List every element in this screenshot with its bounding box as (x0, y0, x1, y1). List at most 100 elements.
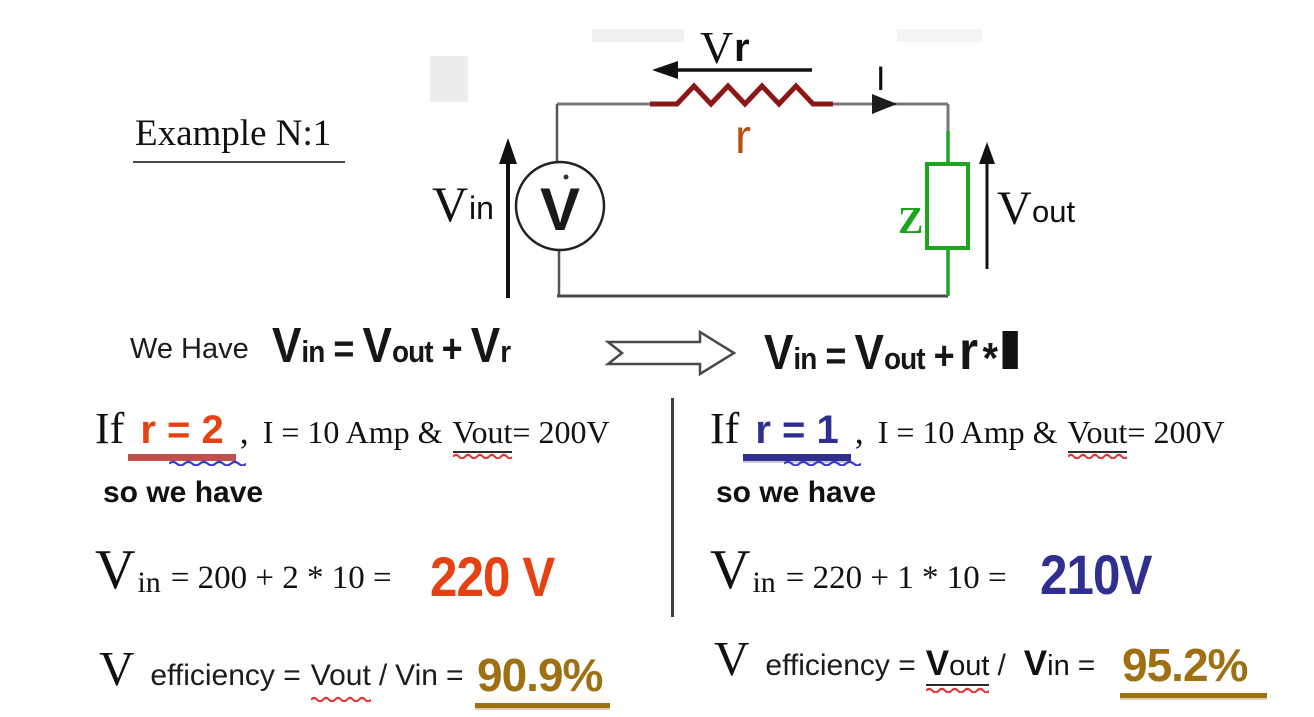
efficiency-row-left: V efficiency = Vout / Vin = (99, 640, 464, 702)
equation-vin-vout-ri: V in = V out + r * (764, 320, 1018, 383)
wire-left (555, 104, 561, 296)
current-arrowhead (872, 94, 897, 114)
impedance-label: Z (898, 200, 923, 242)
vin-sub: in (1047, 650, 1070, 682)
vout-label-sub: out (1032, 194, 1075, 229)
condition-underline: r = 1 (743, 408, 862, 466)
scan-artifact (592, 29, 684, 42)
current-label: I (876, 60, 885, 98)
eq-operator: + (441, 327, 463, 371)
scan-artifact (430, 56, 468, 102)
eq-term-r: r (959, 321, 978, 381)
vin-v: V (1023, 644, 1048, 683)
vout-term: Vout (1067, 414, 1128, 450)
source-label: V (540, 176, 580, 243)
spellcheck-squiggle-blue (784, 460, 862, 466)
vout-label-v: V (997, 182, 1032, 235)
efficiency-result-left: 90.9% (475, 648, 611, 708)
vin-arrowhead (499, 138, 517, 164)
impedance-box (925, 162, 970, 250)
efficiency-row-right: V efficiency = Vout / Vin = (714, 630, 1096, 693)
eq-term: V (362, 319, 392, 373)
circuit-diagram: V r I r V Z V in V out (430, 22, 1075, 298)
calc-row-right: V in = 220 + 1 * 10 = (710, 538, 1007, 602)
calc-expression: = 220 + 1 * 10 = (785, 560, 1007, 596)
eq-term: in (301, 334, 325, 369)
spellcheck-squiggle-red (1067, 453, 1128, 459)
calc-row-left: V in = 200 + 2 * 10 = (95, 538, 392, 602)
vin-word: Vin (395, 659, 438, 692)
vin-symbol: V (95, 539, 136, 601)
comma: , (239, 411, 249, 451)
vout-term: Vout (452, 414, 513, 450)
if-word: If (95, 404, 125, 453)
scan-artifact (897, 29, 982, 42)
spellcheck-squiggle-red (310, 696, 371, 702)
page-title: Example N:1 (133, 112, 346, 163)
so-we-have-left: so we have (103, 476, 264, 509)
efficiency-label: efficiency = (765, 649, 916, 682)
equals: = (446, 659, 464, 692)
eq-term: V (764, 326, 793, 380)
resistor-label: r (735, 111, 751, 164)
v-symbol: V (714, 631, 750, 686)
vr-label-v: V (700, 22, 733, 73)
spellcheck-squiggle-red (452, 453, 513, 459)
vr-arrowhead (652, 61, 678, 79)
vout-word: Vout (310, 659, 371, 692)
vout-underline: Vout (452, 414, 513, 459)
given-text: I = 10 Amp & (877, 414, 1058, 450)
equation-vin-vout-vr: V in = V out + V r (272, 318, 511, 374)
if-word: If (710, 404, 740, 453)
column-divider (671, 398, 674, 617)
vin-symbol: V (710, 539, 751, 601)
efficiency-label: efficiency = (150, 659, 301, 692)
vout-v: V (925, 644, 950, 683)
vin-label-v: V (432, 176, 468, 232)
vr-label-r: r (734, 26, 750, 70)
condition-r-value: r = 2 (140, 408, 224, 452)
case-left-condition-row: If r = 2 , I = 10 Amp & Vout = 200V (95, 403, 610, 466)
we-have-label: We Have (130, 333, 249, 365)
eq-operator: = (825, 334, 846, 378)
vin-label-sub: in (469, 190, 494, 226)
given-value: = 200V (1127, 414, 1225, 450)
vout-term: Vout (310, 659, 371, 702)
comma: , (854, 411, 864, 451)
eq-term: V (854, 326, 884, 380)
slash: / (378, 659, 388, 692)
spellcheck-squiggle-red (925, 687, 990, 693)
vin-result-left: 220 V (430, 545, 555, 608)
source-dot (563, 174, 569, 180)
given-text: I = 10 Amp & (262, 414, 443, 450)
eq-term: out (883, 341, 926, 376)
condition-underline: r = 2 (128, 408, 247, 466)
vin-result-right: 210V (1040, 543, 1152, 606)
resistor-symbol (650, 82, 833, 108)
case-right-condition-row: If r = 1 , I = 10 Amp & Vout = 200V (710, 403, 1225, 466)
vin-subscript: in (137, 566, 161, 599)
implies-arrow-icon (604, 329, 737, 377)
eq-term: out (391, 334, 434, 369)
eq-term: r (500, 334, 511, 369)
vout-sub: out (949, 650, 990, 682)
so-we-have-right: so we have (716, 476, 877, 509)
spellcheck-squiggle-blue (169, 460, 247, 466)
calc-expression: = 200 + 2 * 10 = (170, 560, 392, 596)
vout-underline: Vout (1067, 414, 1128, 459)
multiply-symbol: * (982, 334, 998, 383)
voltage-source-circle (514, 160, 606, 252)
efficiency-result-right: 95.2% (1120, 638, 1268, 698)
equals: = (1077, 649, 1096, 682)
vin-subscript: in (752, 566, 776, 599)
eq-operator: + (933, 334, 955, 378)
vin-term: Vin (1024, 644, 1070, 684)
eq-term: in (793, 341, 817, 376)
eq-operator: = (333, 327, 354, 371)
eq-term: V (470, 319, 500, 373)
vout-term: Vout (925, 644, 990, 693)
slash: / (997, 649, 1006, 682)
current-symbol-block (1002, 331, 1018, 369)
vout-arrowhead (979, 142, 995, 164)
